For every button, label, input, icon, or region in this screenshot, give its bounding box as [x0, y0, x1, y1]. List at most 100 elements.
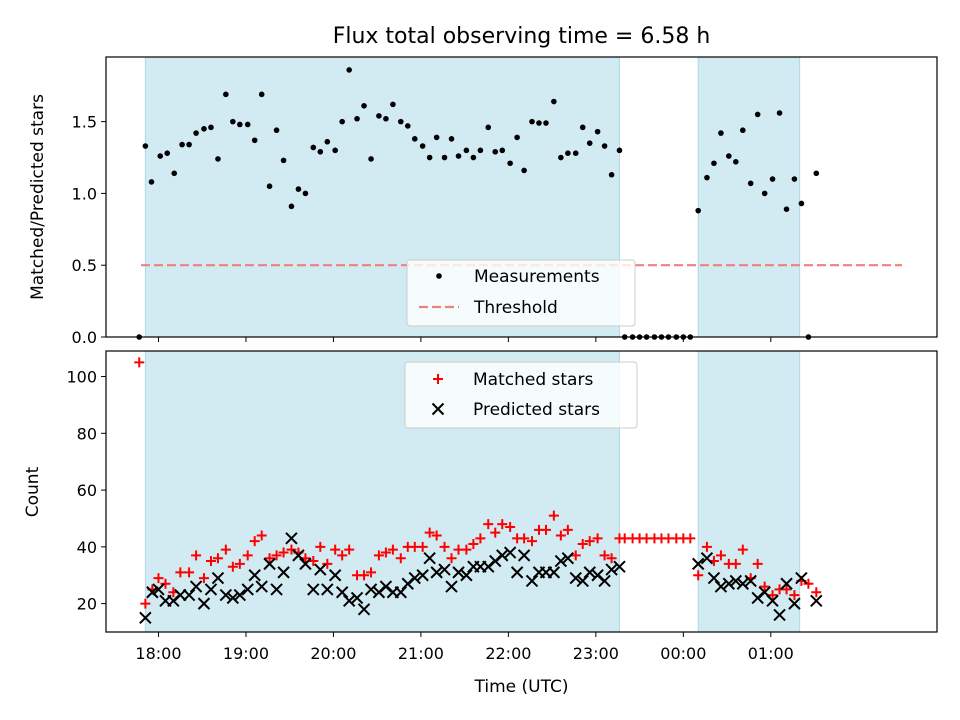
- y-tick-label: 1.5: [72, 113, 97, 132]
- predicted-star-point: [729, 574, 743, 588]
- matched-star-point: [278, 547, 289, 558]
- measurement-point: [288, 203, 295, 210]
- measurement-point: [339, 118, 345, 125]
- predicted-star-point: [788, 597, 801, 610]
- measurement-point: [273, 127, 280, 134]
- measurement-point: [463, 147, 470, 154]
- predicted-star-point: [503, 546, 517, 559]
- measurement-point: [324, 138, 331, 145]
- predicted-star-point: [248, 569, 261, 582]
- measurement-point: [776, 110, 783, 116]
- predicted-star-point: [270, 583, 283, 596]
- matched-star-point: [286, 544, 297, 555]
- measurement-point: [397, 118, 404, 125]
- matched-star-point: [439, 541, 450, 552]
- measurement-point: [586, 140, 593, 146]
- matched-star-point: [737, 544, 748, 555]
- predicted-star-point: [328, 569, 342, 582]
- matched-star-point: [468, 539, 479, 550]
- measurement-point: [171, 170, 178, 177]
- measurement-point: [455, 153, 462, 159]
- y-axis-label-ratio: Matched/Predicted stars: [28, 94, 48, 300]
- measurement-point: [718, 130, 724, 136]
- predicted-star-point: [569, 571, 582, 585]
- y-tick-label: 0.0: [72, 328, 97, 347]
- measurement-point: [704, 174, 710, 181]
- predicted-star-point: [364, 583, 378, 596]
- matched-star-point: [431, 530, 442, 541]
- matched-star-point: [227, 561, 238, 572]
- predicted-star-point: [547, 566, 561, 579]
- predicted-star-point: [736, 577, 750, 590]
- legend-marker-measurements: [436, 273, 442, 279]
- predicted-star-point: [773, 608, 786, 622]
- measurement-point: [179, 141, 185, 148]
- matched-star-point: [160, 578, 171, 589]
- matched-star-point: [242, 550, 253, 561]
- measurement-point: [368, 156, 374, 162]
- measurement-point: [499, 147, 506, 154]
- matched-star-point: [175, 567, 186, 578]
- measurement-point: [223, 91, 229, 98]
- predicted-star-point: [182, 588, 196, 602]
- x-tick-label: 19:00: [223, 644, 269, 663]
- y-tick-label: 20: [77, 595, 97, 614]
- x-tick-label: 23:00: [573, 644, 619, 663]
- matched-star-point: [505, 521, 516, 532]
- matched-star-point: [153, 573, 164, 584]
- legend-box: [406, 259, 636, 327]
- x-tick-label: 18:00: [135, 644, 181, 663]
- predicted-star-point: [460, 569, 473, 582]
- predicted-star-point: [430, 566, 443, 579]
- measurement-point: [485, 124, 492, 131]
- legend-label-threshold: Threshold: [473, 298, 558, 318]
- measurement-point: [376, 113, 382, 119]
- measurement-point: [740, 127, 746, 134]
- axes-frame: [105, 350, 938, 633]
- predicted-star-point: [423, 551, 436, 565]
- measurement-point: [258, 91, 265, 98]
- y-tick-label: 100: [66, 368, 97, 387]
- measurement-point: [565, 150, 571, 157]
- matched-star-point: [540, 524, 551, 535]
- chart-title: Flux total observing time = 6.58 h: [333, 24, 711, 49]
- predicted-star-point: [416, 569, 429, 582]
- matched-star-point: [519, 533, 530, 544]
- matched-star-point: [693, 570, 704, 581]
- predicted-star-point: [525, 574, 539, 588]
- predicted-star-point: [307, 583, 320, 596]
- measurement-point: [208, 124, 214, 131]
- matched-star-point: [395, 553, 406, 564]
- measurement-point: [280, 157, 287, 164]
- measurement-point: [317, 148, 324, 155]
- measurement-point: [551, 98, 557, 105]
- predicted-star-point: [707, 571, 721, 585]
- measurement-point: [354, 115, 360, 122]
- measurement-point: [761, 190, 768, 197]
- shaded-region: [697, 350, 801, 633]
- measurement-point: [791, 176, 798, 182]
- measurement-point: [594, 128, 601, 135]
- measurement-point: [747, 180, 754, 187]
- predicted-star-point: [408, 571, 421, 585]
- matched-star-point: [497, 519, 508, 530]
- predicted-star-point: [700, 551, 714, 565]
- measurement-point: [310, 144, 317, 151]
- measurement-point: [426, 154, 433, 161]
- measurement-point: [441, 154, 448, 161]
- matched-star-point: [701, 541, 712, 552]
- x-axis-label: Time (UTC): [474, 677, 569, 697]
- measurement-point: [411, 136, 418, 142]
- measurement-point: [302, 190, 309, 197]
- measurement-point: [798, 200, 805, 207]
- matched-star-point: [205, 556, 216, 567]
- count-panel: 20 40 60 80 100 18:00 19:00 20:00 21:00 22:00 23:0…: [66, 350, 938, 663]
- matched-star-point: [781, 584, 792, 595]
- predicted-star-point: [263, 557, 276, 571]
- measurement-point: [572, 150, 579, 157]
- matched-star-point: [134, 357, 145, 368]
- predicted-star-point: [452, 566, 465, 579]
- predicted-star-point: [321, 583, 334, 596]
- measurement-point: [514, 134, 520, 141]
